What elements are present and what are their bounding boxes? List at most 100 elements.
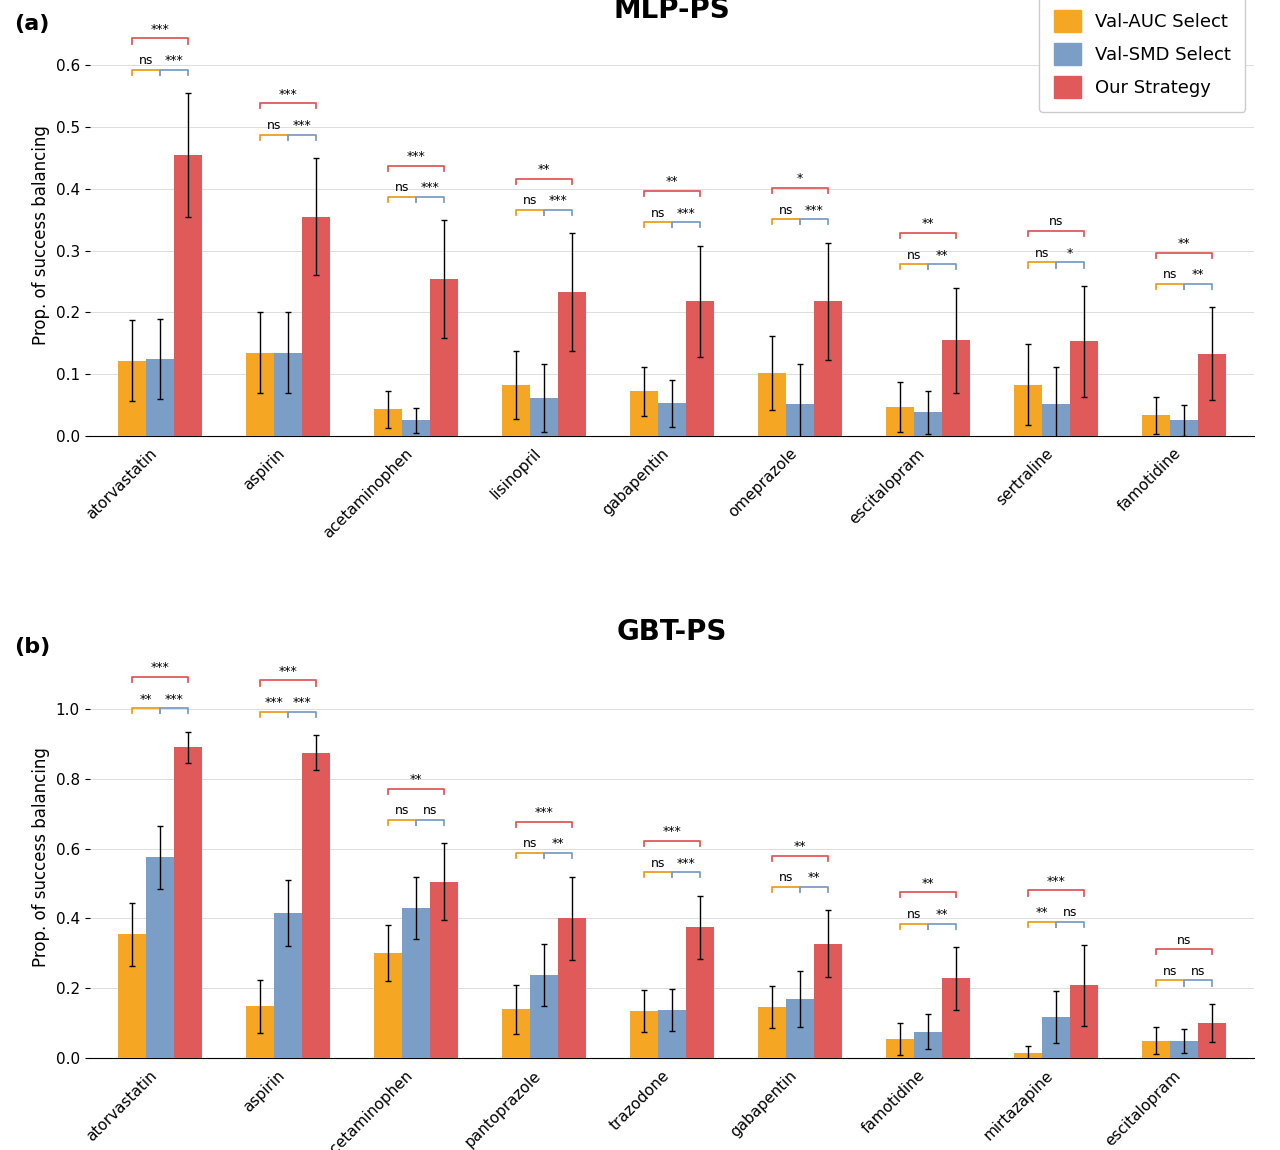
Text: ***: *** bbox=[265, 696, 283, 710]
Text: ***: *** bbox=[165, 692, 183, 706]
Bar bbox=[146, 359, 174, 436]
Bar bbox=[686, 301, 714, 436]
Text: ***: *** bbox=[805, 204, 823, 216]
Bar bbox=[118, 361, 146, 436]
Bar bbox=[1070, 986, 1098, 1058]
Text: (b): (b) bbox=[14, 637, 50, 657]
Text: **: ** bbox=[410, 773, 422, 785]
Text: ***: *** bbox=[549, 194, 567, 207]
Text: ns: ns bbox=[394, 804, 410, 818]
Text: (a): (a) bbox=[14, 15, 49, 34]
Text: ***: *** bbox=[421, 182, 439, 194]
Bar bbox=[502, 385, 530, 436]
Text: ns: ns bbox=[522, 194, 538, 207]
Bar bbox=[1198, 354, 1226, 436]
Bar bbox=[1014, 1052, 1042, 1058]
Bar bbox=[630, 391, 658, 436]
Text: ns: ns bbox=[422, 804, 438, 818]
Bar bbox=[274, 353, 302, 436]
Text: **: ** bbox=[936, 907, 948, 921]
Text: **: ** bbox=[922, 876, 934, 890]
Bar bbox=[374, 953, 402, 1058]
Text: **: ** bbox=[666, 175, 678, 189]
Bar bbox=[814, 301, 842, 436]
Bar bbox=[886, 407, 914, 436]
Text: ***: *** bbox=[1047, 875, 1065, 888]
Text: ns: ns bbox=[394, 182, 410, 194]
Text: ns: ns bbox=[906, 907, 922, 921]
Text: ***: *** bbox=[165, 54, 183, 67]
Text: ns: ns bbox=[1162, 268, 1178, 282]
Text: ***: *** bbox=[535, 806, 553, 819]
Bar bbox=[302, 752, 330, 1058]
Text: **: ** bbox=[1192, 268, 1204, 282]
Bar bbox=[1142, 415, 1170, 436]
Text: ns: ns bbox=[650, 207, 666, 220]
Text: ***: *** bbox=[279, 87, 297, 100]
Text: **: ** bbox=[1178, 237, 1190, 250]
Bar bbox=[658, 1010, 686, 1058]
Text: ns: ns bbox=[1034, 247, 1050, 260]
Text: ***: *** bbox=[677, 207, 695, 220]
Bar bbox=[302, 216, 330, 436]
Text: ns: ns bbox=[522, 837, 538, 850]
Y-axis label: Prop. of success balancing: Prop. of success balancing bbox=[32, 125, 50, 345]
Text: *: * bbox=[797, 172, 803, 185]
Text: ns: ns bbox=[1062, 906, 1078, 919]
Text: ***: *** bbox=[407, 150, 425, 163]
Text: **: ** bbox=[808, 872, 820, 884]
Bar bbox=[914, 413, 942, 436]
Text: ***: *** bbox=[151, 23, 169, 36]
Bar bbox=[1070, 342, 1098, 436]
Bar bbox=[630, 1011, 658, 1058]
Bar bbox=[430, 279, 458, 436]
Text: **: ** bbox=[538, 163, 550, 176]
Text: ns: ns bbox=[138, 54, 154, 67]
Text: **: ** bbox=[922, 217, 934, 230]
Bar bbox=[1014, 384, 1042, 436]
Bar bbox=[1198, 1024, 1226, 1058]
Title: MLP-PS: MLP-PS bbox=[613, 0, 731, 24]
Bar bbox=[758, 373, 786, 436]
Text: ***: *** bbox=[663, 826, 681, 838]
Y-axis label: Prop. of success balancing: Prop. of success balancing bbox=[32, 748, 50, 967]
Bar bbox=[174, 155, 202, 436]
Bar bbox=[502, 1010, 530, 1058]
Bar bbox=[886, 1038, 914, 1058]
Text: ***: *** bbox=[677, 857, 695, 869]
Bar bbox=[814, 943, 842, 1058]
Text: ns: ns bbox=[906, 248, 922, 261]
Text: ns: ns bbox=[1162, 965, 1178, 977]
Bar bbox=[246, 353, 274, 436]
Text: ns: ns bbox=[1048, 215, 1064, 229]
Text: ns: ns bbox=[650, 857, 666, 869]
Bar bbox=[786, 999, 814, 1058]
Bar bbox=[914, 1032, 942, 1058]
Bar bbox=[174, 748, 202, 1058]
Bar bbox=[402, 907, 430, 1058]
Text: **: ** bbox=[552, 837, 564, 850]
Bar bbox=[430, 882, 458, 1058]
Bar bbox=[274, 913, 302, 1058]
Text: **: ** bbox=[794, 840, 806, 853]
Bar bbox=[1142, 1041, 1170, 1058]
Bar bbox=[1042, 404, 1070, 436]
Bar bbox=[1042, 1017, 1070, 1058]
Text: ns: ns bbox=[778, 204, 794, 216]
Text: ns: ns bbox=[1190, 965, 1206, 977]
Text: **: ** bbox=[140, 692, 152, 706]
Text: **: ** bbox=[1036, 906, 1048, 919]
Text: ns: ns bbox=[266, 118, 282, 132]
Bar bbox=[758, 1007, 786, 1058]
Text: ***: *** bbox=[293, 696, 311, 710]
Text: *: * bbox=[1068, 247, 1073, 260]
Bar bbox=[686, 927, 714, 1058]
Bar bbox=[146, 857, 174, 1058]
Bar bbox=[942, 979, 970, 1058]
Bar bbox=[530, 398, 558, 436]
Bar bbox=[942, 340, 970, 436]
Text: ns: ns bbox=[778, 872, 794, 884]
Bar bbox=[1170, 421, 1198, 436]
Bar bbox=[1170, 1041, 1198, 1058]
Text: ***: *** bbox=[151, 661, 169, 674]
